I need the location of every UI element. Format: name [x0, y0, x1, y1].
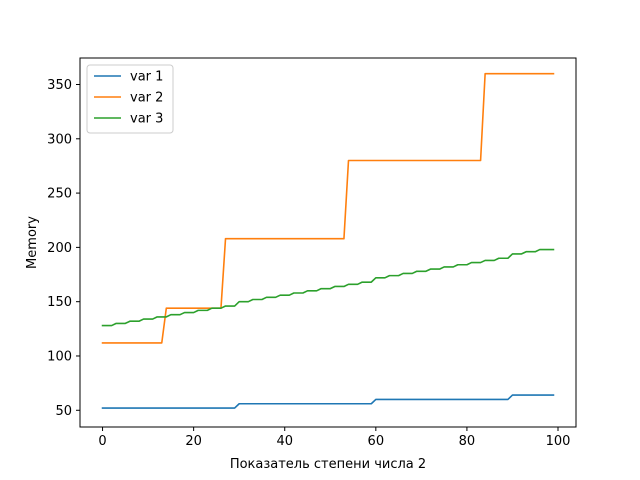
- x-tick-label: 20: [185, 434, 202, 449]
- y-tick-label: 300: [47, 132, 72, 147]
- y-axis: 50 100 150 200 250 300 350: [47, 78, 80, 419]
- x-axis-label: Показатель степени числа 2: [230, 457, 426, 472]
- y-axis-label: Memory: [25, 216, 40, 269]
- y-tick-label: 100: [47, 349, 72, 364]
- x-tick-label: 0: [98, 434, 106, 449]
- legend: var 1 var 2 var 3: [86, 64, 174, 134]
- legend-label-3: var 3: [130, 112, 163, 127]
- series-line-3: [101, 248, 555, 327]
- y-tick-label: 50: [55, 404, 72, 419]
- series-line-1: [101, 394, 555, 409]
- series-line-2: [101, 72, 555, 344]
- legend-label-1: var 1: [130, 70, 163, 85]
- plot-frame: [79, 57, 577, 428]
- y-tick-label: 350: [47, 78, 72, 93]
- y-tick-label: 200: [47, 241, 72, 256]
- x-axis: 0 20 40 60 80 100: [98, 427, 570, 449]
- y-tick-label: 250: [47, 187, 72, 202]
- x-tick-label: 60: [368, 434, 385, 449]
- legend-label-2: var 2: [130, 91, 163, 106]
- x-tick-label: 80: [459, 434, 476, 449]
- x-tick-label: 100: [546, 434, 571, 449]
- plot-lines: [101, 72, 555, 409]
- x-tick-label: 40: [276, 434, 293, 449]
- y-tick-label: 150: [47, 295, 72, 310]
- legend-box: [86, 64, 174, 134]
